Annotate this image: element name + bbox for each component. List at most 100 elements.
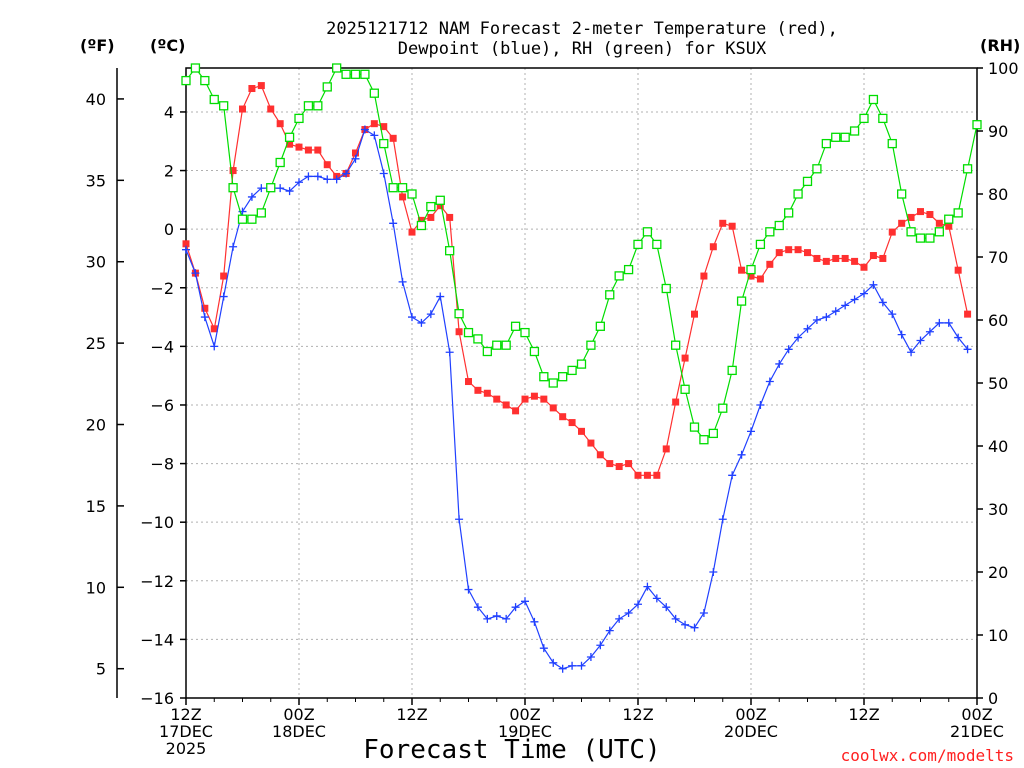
dewpoint-point [954, 333, 963, 342]
temperature-point [257, 82, 265, 90]
fahrenheit-tick-label: 35 [86, 171, 106, 190]
temperature-point [747, 272, 755, 280]
temperature-point [832, 254, 840, 262]
temperature-point [370, 120, 378, 128]
dewpoint-point [963, 345, 972, 354]
dewpoint-point [417, 318, 426, 327]
temperature-point [804, 249, 811, 257]
dewpoint-point [784, 345, 793, 354]
temperature-point [935, 219, 943, 227]
rh-point [680, 384, 690, 394]
temperature-point [465, 378, 472, 386]
dewpoint-point [370, 131, 379, 140]
rh-point [831, 132, 841, 142]
temperature-point [766, 260, 774, 268]
x-tick-label: 12Z [170, 705, 201, 724]
temperature-point [389, 134, 397, 142]
dewpoint-point [803, 324, 812, 333]
rh-point [435, 195, 445, 205]
rh-point [379, 138, 389, 149]
rh-point [915, 233, 926, 243]
x-tick-label: 00Z [961, 705, 992, 724]
temperature-point [474, 386, 482, 394]
dewpoint-point [210, 342, 219, 351]
fahrenheit-tick-label: 40 [86, 90, 106, 109]
dewpoint-point [200, 313, 209, 322]
rh-point [671, 340, 681, 350]
rh-series [181, 63, 982, 445]
rh-point [755, 239, 766, 250]
dewpoint-point [624, 609, 633, 618]
temperature-point [898, 219, 906, 227]
dewpoint-point [681, 620, 690, 629]
dewpoint-point [558, 664, 567, 673]
rh-point [332, 63, 342, 73]
x-tick-label: 00Z [283, 705, 314, 724]
dewpoint-point [351, 154, 360, 163]
temperature-point [399, 193, 407, 201]
rh-point [360, 69, 370, 79]
dewpoint-point [690, 623, 699, 632]
dewpoint-point [586, 652, 595, 661]
rh-unit-label: (RH) [980, 36, 1020, 55]
rh-point [652, 239, 662, 250]
dewpoint-point [907, 348, 916, 357]
temperature-point [483, 389, 491, 397]
dewpoint-point [812, 316, 821, 324]
dewpoint-line [185, 128, 969, 670]
temperature-point [502, 401, 510, 409]
dewpoint-point [897, 330, 906, 339]
temperature-point [851, 257, 859, 265]
temperature-point [314, 146, 322, 154]
x-tick-label: 19DEC [498, 722, 552, 741]
dewpoint-point [247, 192, 256, 201]
temperature-point [964, 310, 972, 318]
temperature-point [417, 216, 425, 224]
rh-point [445, 246, 455, 256]
temperature-point [653, 471, 661, 479]
temperature-point [888, 228, 896, 236]
dewpoint-point [860, 289, 868, 298]
dewpoint-point [737, 450, 746, 459]
rh-point [878, 113, 888, 124]
temperature-point [267, 105, 275, 113]
temperature-point [549, 404, 557, 412]
temperature-point [738, 266, 746, 274]
dewpoint-point [426, 310, 435, 319]
temperature-point [879, 254, 887, 262]
temperature-point [634, 471, 642, 479]
celsius-tick-label: 4 [164, 103, 174, 122]
rh-point [294, 113, 304, 124]
temperature-point [578, 427, 585, 435]
dewpoint-point [916, 336, 925, 345]
rh-tick-label: 30 [988, 500, 1008, 519]
temperature-point [945, 222, 953, 230]
rh-point [972, 120, 982, 130]
rh-tick-label: 70 [988, 248, 1008, 267]
x-tick-label: 20DEC [724, 722, 778, 741]
dewpoint-point [596, 641, 605, 650]
rh-point [953, 208, 963, 218]
temperature-point [540, 395, 548, 403]
dewpoint-point [549, 658, 558, 667]
dewpoint-point [775, 359, 784, 368]
temperature-point [794, 246, 802, 254]
temperature-point [568, 419, 576, 427]
temperature-point [201, 304, 209, 312]
rh-point [341, 69, 351, 79]
rh-point [708, 428, 718, 439]
dewpoint-point [276, 184, 285, 193]
celsius-unit-label: (ºC) [150, 36, 185, 55]
dewpoint-point [182, 245, 190, 254]
rh-point [181, 75, 191, 86]
rh-point [859, 113, 869, 124]
temperature-point [559, 413, 567, 421]
temperature-point [455, 328, 463, 336]
celsius-tick-label: −16 [140, 689, 174, 708]
temperature-point [229, 167, 237, 175]
celsius-tick-label: −12 [140, 572, 174, 591]
celsius-tick-label: −6 [150, 396, 174, 415]
temperature-point [323, 161, 331, 169]
rh-tick-label: 100 [988, 59, 1019, 78]
dewpoint-point [765, 377, 774, 386]
